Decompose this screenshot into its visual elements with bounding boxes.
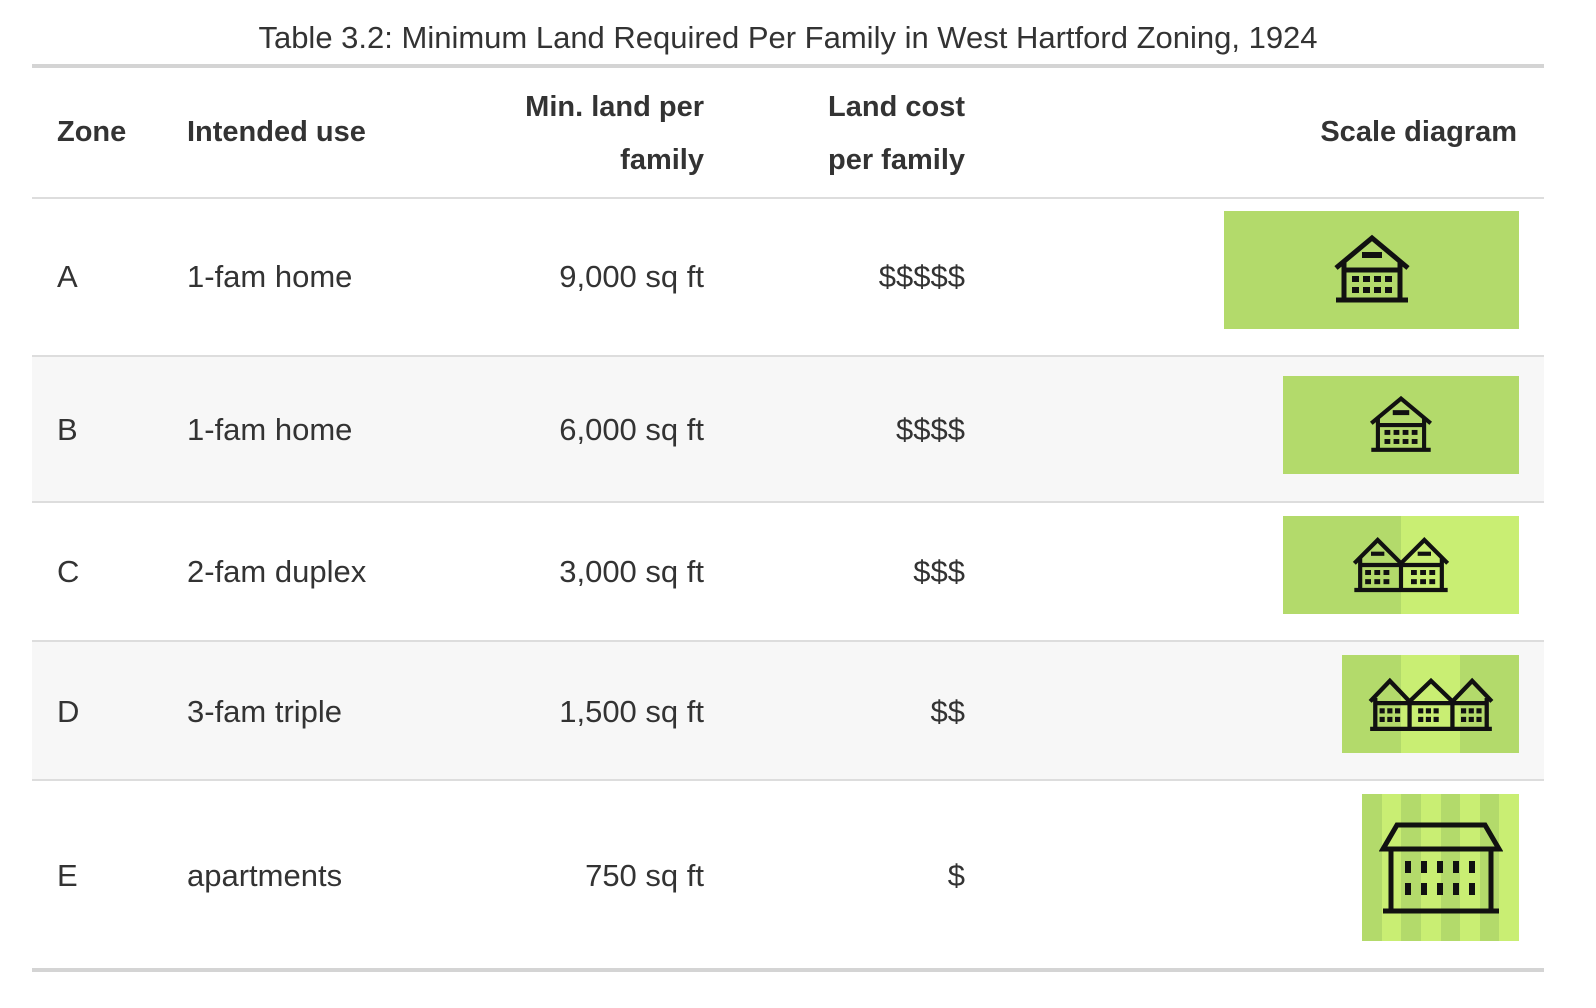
header-min-land: Min. land per family xyxy=(404,81,704,187)
table-row-e: E apartments 750 sq ft $ xyxy=(32,781,1544,968)
table-row-d: D 3-fam triple 1,500 sq ft $$ xyxy=(32,642,1544,781)
cell-min-land: 750 sq ft xyxy=(585,858,704,893)
cell-land-cost: $$$$ xyxy=(896,412,965,447)
lot-diagram-a xyxy=(1224,211,1519,329)
cell-zone: B xyxy=(57,412,78,447)
cell-zone: D xyxy=(57,694,80,729)
table-header: Zone Intended use Min. land per family L… xyxy=(32,68,1544,199)
cell-land-cost: $$ xyxy=(930,694,965,729)
cell-min-land: 9,000 sq ft xyxy=(559,259,704,294)
header-land-cost-line2: per family xyxy=(828,144,965,176)
cell-land-cost: $ xyxy=(947,858,965,893)
cell-land-cost: $$$$$ xyxy=(878,259,965,294)
header-intended-use: Intended use xyxy=(187,116,366,148)
lot-diagram-d xyxy=(1342,655,1519,753)
header-min-land-line2: family xyxy=(620,144,704,176)
lot-stripes xyxy=(1283,516,1519,614)
table-row-a: A 1-fam home 9,000 sq ft $$$$$ xyxy=(32,199,1544,357)
table-top-rule xyxy=(32,64,1544,68)
lot-diagram-c xyxy=(1283,516,1519,614)
lot-stripes xyxy=(1362,794,1519,941)
table-caption: Table 3.2: Minimum Land Required Per Fam… xyxy=(258,20,1318,55)
header-scale-diagram: Scale diagram xyxy=(1320,116,1517,148)
cell-min-land: 3,000 sq ft xyxy=(559,554,704,589)
cell-intended-use: apartments xyxy=(187,858,343,893)
cell-zone: C xyxy=(57,554,80,589)
cell-intended-use: 1-fam home xyxy=(187,259,353,294)
cell-land-cost: $$$ xyxy=(913,554,965,589)
cell-min-land: 1,500 sq ft xyxy=(559,694,704,729)
table-row-b: B 1-fam home 6,000 sq ft $$$$ xyxy=(32,357,1544,503)
header-zone: Zone xyxy=(57,116,127,148)
apartment-building-icon xyxy=(1378,822,1503,913)
triple-house-icon xyxy=(1368,677,1493,731)
cell-intended-use: 2-fam duplex xyxy=(187,554,367,589)
cell-zone: A xyxy=(57,259,78,294)
header-land-cost: Land cost per family xyxy=(705,81,965,187)
cell-zone: E xyxy=(57,858,78,893)
duplex-icon xyxy=(1352,537,1450,593)
lot-diagram-e xyxy=(1362,794,1519,941)
header-min-land-line1: Min. land per xyxy=(525,91,704,123)
cell-min-land: 6,000 sq ft xyxy=(559,412,704,447)
cell-intended-use: 3-fam triple xyxy=(187,694,343,729)
table-row-c: C 2-fam duplex 3,000 sq ft $$$ xyxy=(32,503,1544,642)
house-icon xyxy=(1333,234,1410,303)
house-icon xyxy=(1369,395,1433,452)
lot-diagram-b xyxy=(1283,376,1519,474)
header-land-cost-line1: Land cost xyxy=(828,91,965,123)
table-bottom-rule xyxy=(32,968,1544,972)
cell-intended-use: 1-fam home xyxy=(187,412,353,447)
